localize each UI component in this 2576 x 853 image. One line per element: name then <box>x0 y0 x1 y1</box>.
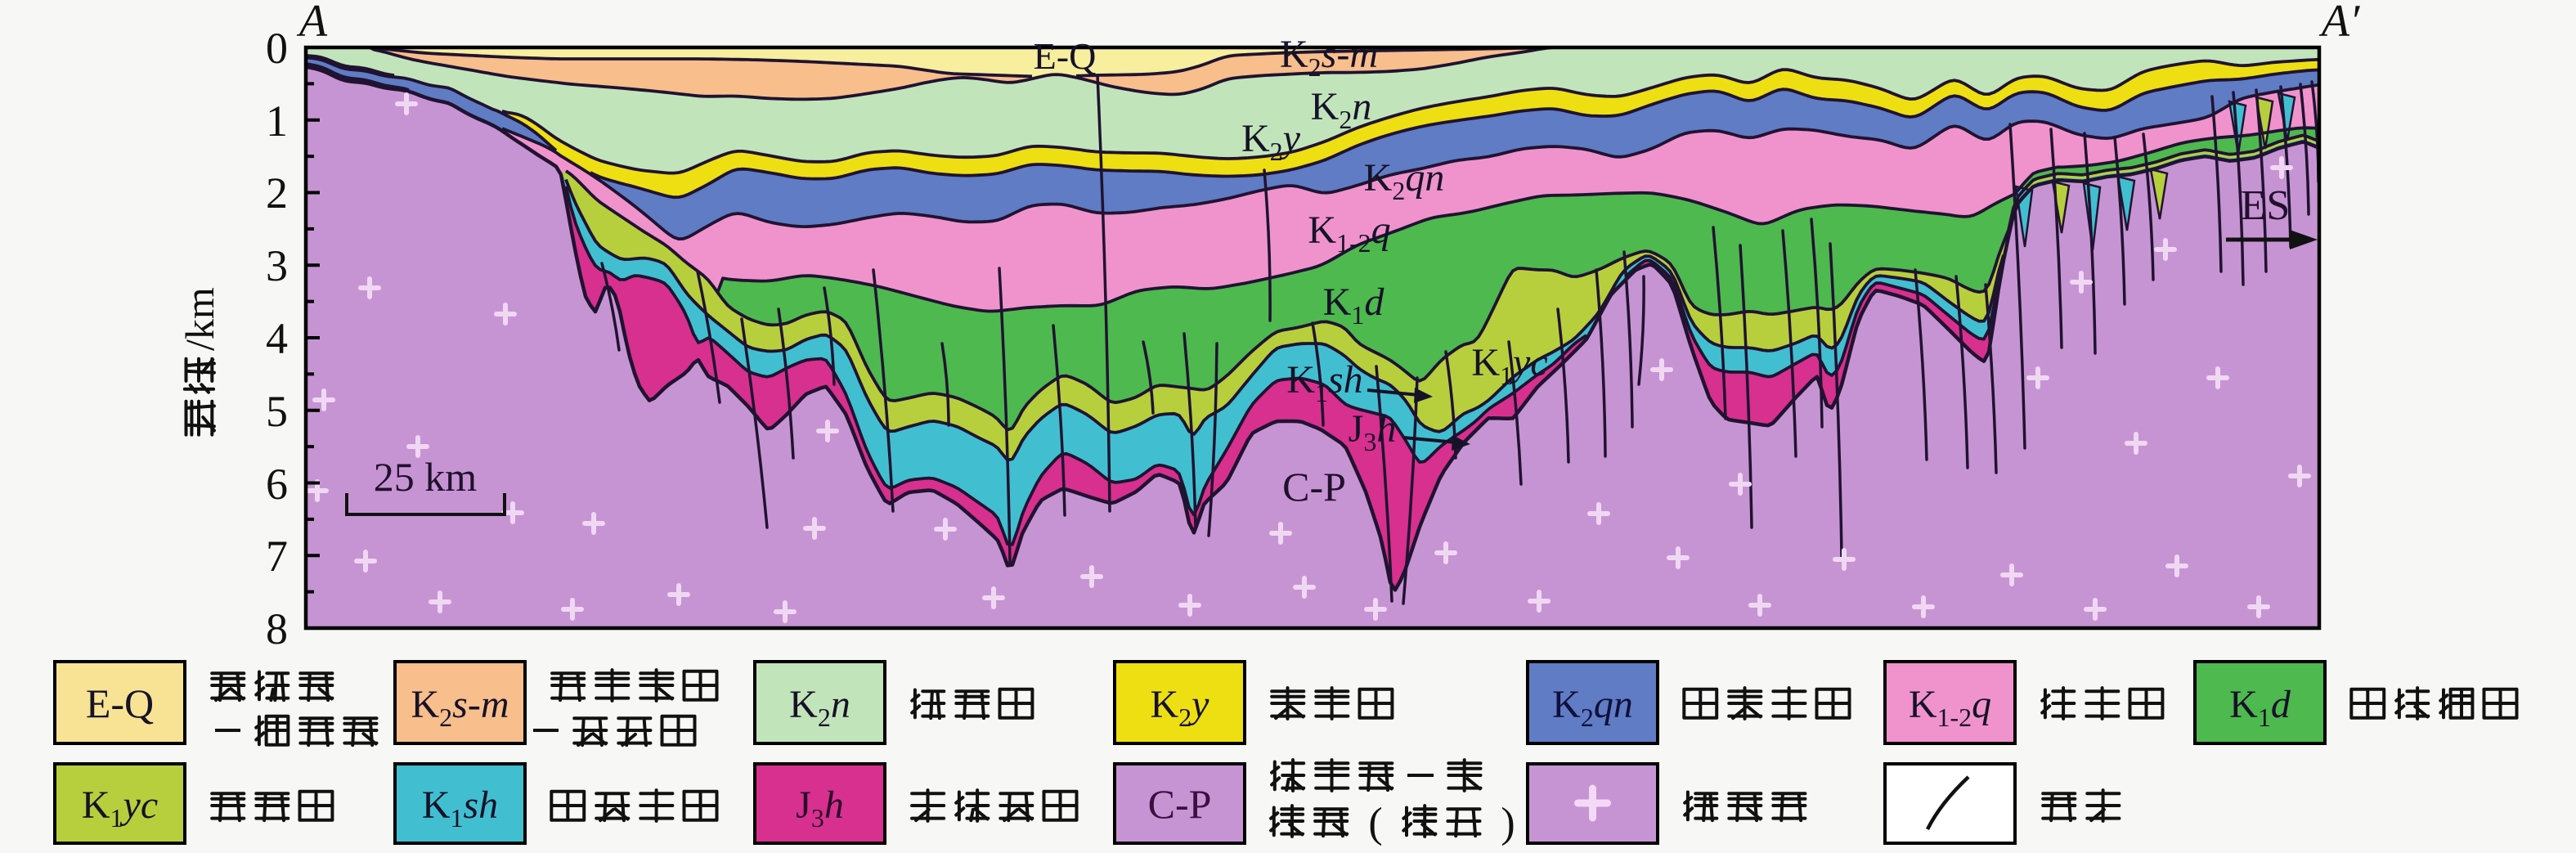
svg-text:K2qn: K2qn <box>1364 156 1445 205</box>
svg-text:A: A <box>296 0 328 47</box>
svg-text:ES: ES <box>2241 182 2291 229</box>
svg-text:K1-2q: K1-2q <box>1308 209 1390 258</box>
svg-text:K2y: K2y <box>1151 683 1210 732</box>
svg-text:K1yc: K1yc <box>82 783 158 833</box>
svg-text:K1sh: K1sh <box>422 783 498 833</box>
svg-text:K2n: K2n <box>1311 85 1372 134</box>
svg-text:E-Q: E-Q <box>1034 35 1097 77</box>
svg-text:): ) <box>1501 800 1515 846</box>
svg-text:K1-2q: K1-2q <box>1909 683 1991 732</box>
svg-text:C-P: C-P <box>1148 781 1212 827</box>
svg-text:J3h: J3h <box>1349 407 1397 456</box>
svg-text:K1yc: K1yc <box>1471 341 1547 390</box>
svg-text:25 km: 25 km <box>374 454 478 500</box>
svg-text:K2n: K2n <box>789 683 850 732</box>
svg-text:6: 6 <box>266 460 288 509</box>
svg-text:8: 8 <box>266 604 288 653</box>
svg-text:K1sh: K1sh <box>1286 358 1362 407</box>
svg-text:J3h: J3h <box>796 783 844 833</box>
svg-text:E-Q: E-Q <box>86 680 154 726</box>
svg-text:3: 3 <box>266 241 288 290</box>
svg-text:K2s-m: K2s-m <box>411 683 509 732</box>
svg-text:K1d: K1d <box>2229 683 2291 732</box>
svg-text:K2y: K2y <box>1241 117 1301 166</box>
svg-text:2: 2 <box>266 168 288 218</box>
svg-text:A′: A′ <box>2318 0 2360 47</box>
svg-text:1: 1 <box>266 97 288 146</box>
svg-text:5: 5 <box>266 387 288 436</box>
svg-text:K2s-m: K2s-m <box>1280 33 1378 82</box>
svg-text:/km: /km <box>177 287 222 351</box>
svg-text:(: ( <box>1368 800 1382 846</box>
svg-text:0: 0 <box>266 24 288 73</box>
svg-text:K1d: K1d <box>1323 281 1385 330</box>
svg-text:4: 4 <box>266 314 288 363</box>
svg-text:K2qn: K2qn <box>1552 683 1633 732</box>
svg-text:7: 7 <box>266 532 288 581</box>
svg-text:C-P: C-P <box>1282 464 1346 510</box>
